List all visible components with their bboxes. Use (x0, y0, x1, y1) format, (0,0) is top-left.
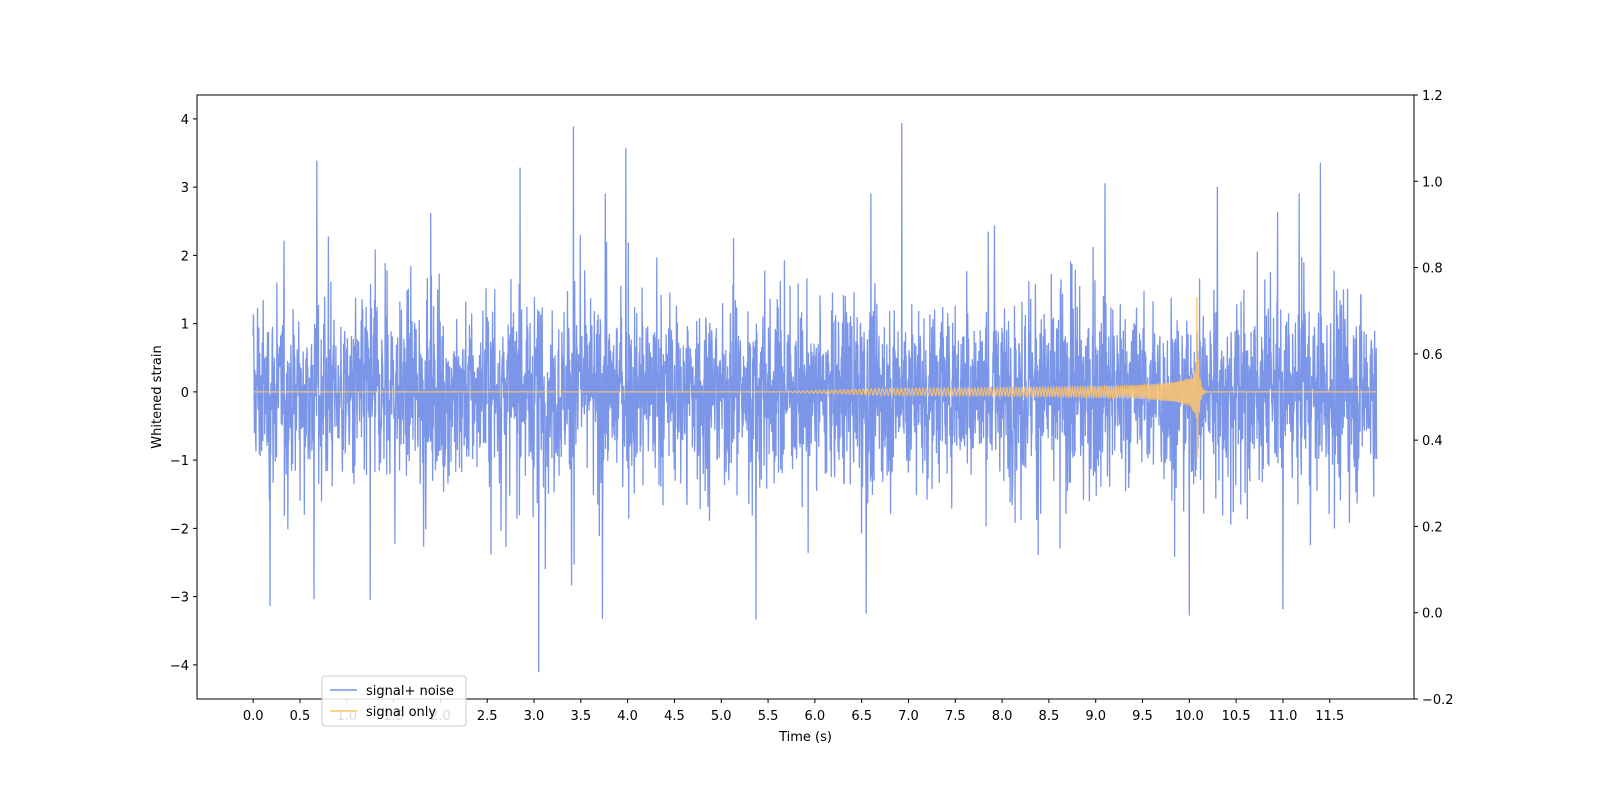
y2-tick-label: 0.6 (1422, 348, 1443, 363)
series-signal-noise (252, 123, 1378, 673)
y-tick-label: −2 (170, 522, 189, 537)
y-tick-label: 3 (181, 181, 189, 196)
y2-tick-label: 0.2 (1422, 520, 1443, 535)
x-tick-label: 7.0 (898, 709, 919, 724)
y2-tick-label: 0.8 (1422, 262, 1443, 277)
x-tick-label: 3.0 (524, 709, 545, 724)
y2-tick-label: 1.0 (1422, 175, 1443, 190)
x-axis-label: Time (s) (778, 730, 832, 745)
x-tick-label: 4.5 (664, 709, 685, 724)
legend: signal+ noise signal only (321, 675, 467, 727)
y-tick-label: −4 (170, 659, 189, 674)
legend-box (321, 675, 467, 727)
legend-label-signal-noise: signal+ noise (366, 684, 454, 699)
y-tick-label: 2 (181, 249, 189, 264)
y-axis-label: Whitened strain (150, 345, 165, 448)
y2-tick-label: 1.2 (1422, 89, 1443, 104)
x-tick-label: 9.0 (1085, 709, 1106, 724)
plot-area (252, 123, 1378, 673)
axes-frame (196, 94, 1415, 700)
x-tick-label: 11.5 (1315, 709, 1344, 724)
x-tick-label: 10.0 (1175, 709, 1204, 724)
x-tick-label: 7.5 (945, 709, 966, 724)
legend-label-signal-only: signal only (366, 705, 436, 720)
x-tick-label: 0.5 (290, 709, 311, 724)
y-tick-label: 0 (181, 386, 189, 401)
y-tick-label: −3 (170, 591, 189, 606)
x-tick-label: 4.0 (617, 709, 638, 724)
y2-tick-label: 0.0 (1422, 607, 1443, 622)
x-tick-label: 2.5 (477, 709, 498, 724)
y2-tick-label: −0.2 (1422, 693, 1454, 708)
x-tick-label: 0.0 (243, 709, 264, 724)
y-tick-label: 4 (181, 113, 189, 128)
x-tick-label: 8.5 (1039, 709, 1060, 724)
x-tick-label: 10.5 (1222, 709, 1251, 724)
x-tick-label: 8.0 (992, 709, 1013, 724)
x-tick-label: 3.5 (570, 709, 591, 724)
x-tick-label: 6.5 (851, 709, 872, 724)
x-tick-label: 9.5 (1132, 709, 1153, 724)
x-tick-label: 6.0 (805, 709, 826, 724)
x-tick-label: 5.5 (758, 709, 779, 724)
series-signal-only (253, 297, 1377, 458)
y-tick-label: 1 (181, 318, 189, 333)
y2-tick-label: 0.4 (1422, 434, 1443, 449)
y-tick-label: −1 (170, 454, 189, 469)
x-tick-label: 5.0 (711, 709, 732, 724)
x-tick-label: 11.0 (1268, 709, 1297, 724)
